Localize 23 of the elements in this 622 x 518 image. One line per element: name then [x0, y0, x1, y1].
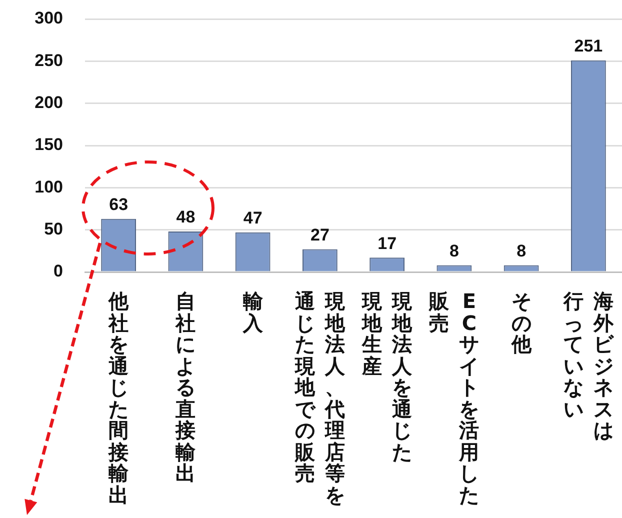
- y-tick-label: 150: [34, 135, 63, 154]
- data-label: 63: [109, 195, 128, 214]
- category-label: ECサイトを活用した販売: [429, 289, 480, 506]
- y-tick-label: 250: [34, 50, 63, 70]
- y-tick-label: 0: [54, 262, 63, 281]
- y-tick-label: 300: [34, 8, 63, 28]
- category-label: 現地法人、代理店等を通じた現地での販売: [294, 289, 345, 506]
- y-tick-label: 200: [34, 93, 63, 112]
- data-label: 48: [176, 208, 196, 227]
- x-tick-label: その他: [510, 289, 532, 358]
- y-tick-label: 50: [44, 220, 63, 239]
- category-label: 他社を通じた間接輸出: [108, 289, 129, 506]
- category-label: 海外ビジネスは行っていない: [563, 289, 614, 442]
- data-label: 8: [449, 241, 459, 260]
- data-label: 251: [574, 36, 603, 56]
- data-label: 17: [378, 234, 397, 253]
- category-label: 自社による直接輸出: [176, 289, 196, 485]
- data-label: 27: [310, 225, 330, 244]
- x-tick-label: 輸入: [242, 289, 264, 336]
- category-label: 現地法人を通じた現地生産: [362, 289, 412, 464]
- data-label: 8: [516, 241, 526, 260]
- data-label: 47: [243, 208, 262, 228]
- y-tick-label: 100: [34, 177, 63, 196]
